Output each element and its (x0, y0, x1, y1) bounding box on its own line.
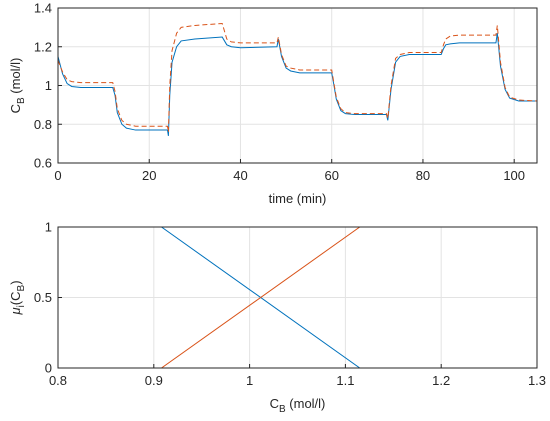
x-axis-label-part: time (min) (269, 191, 327, 206)
y-tick-label: 1 (45, 78, 52, 93)
axes-box (57, 226, 538, 369)
x-axis-label-part: B (279, 404, 286, 415)
axes-box (57, 7, 538, 164)
y-tick-label: 0 (45, 361, 52, 376)
x-axis-label-part: C (270, 396, 279, 411)
x-tick-label: 100 (503, 168, 525, 183)
y-tick-label: 0.5 (34, 290, 52, 305)
x-axis-label-part: (mol/l) (286, 396, 326, 411)
y-axis-label: μi(CB) (8, 280, 27, 315)
x-axis-label: CB (mol/l) (270, 396, 326, 415)
x-tick-label: 20 (142, 168, 156, 183)
y-axis-label: CB (mol/l) (8, 58, 27, 114)
y-axis-label-part: ) (8, 280, 23, 284)
y-axis-label-part: i (16, 305, 27, 307)
y-tick-label: 0.6 (34, 156, 52, 171)
y-axis-label-part: B (16, 97, 27, 104)
series-line (57, 22, 538, 133)
x-tick-label: 1 (246, 373, 253, 388)
y-axis-label-part: (mol/l) (8, 58, 23, 98)
x-axis-label: time (min) (269, 191, 327, 206)
y-tick-label: 0.8 (34, 117, 52, 132)
x-tick-label: 80 (416, 168, 430, 183)
x-tick-label: 1.3 (528, 373, 546, 388)
x-tick-label: 40 (233, 168, 247, 183)
x-tick-label: 0.8 (49, 373, 67, 388)
y-tick-label: 1 (45, 220, 52, 235)
y-tick-label: 1.4 (34, 1, 52, 16)
x-tick-label: 0 (54, 168, 61, 183)
y-axis-label-part: C (8, 104, 23, 113)
series-line (57, 33, 537, 136)
y-axis-label-part: μ (8, 307, 23, 315)
y-axis-label-part: (C (8, 291, 23, 305)
x-tick-label: 1.2 (432, 373, 450, 388)
y-tick-label: 1.2 (34, 39, 52, 54)
y-axis-label-part: B (16, 284, 27, 291)
x-tick-label: 60 (324, 168, 338, 183)
x-tick-label: 1.1 (336, 373, 354, 388)
x-tick-label: 0.9 (145, 373, 163, 388)
